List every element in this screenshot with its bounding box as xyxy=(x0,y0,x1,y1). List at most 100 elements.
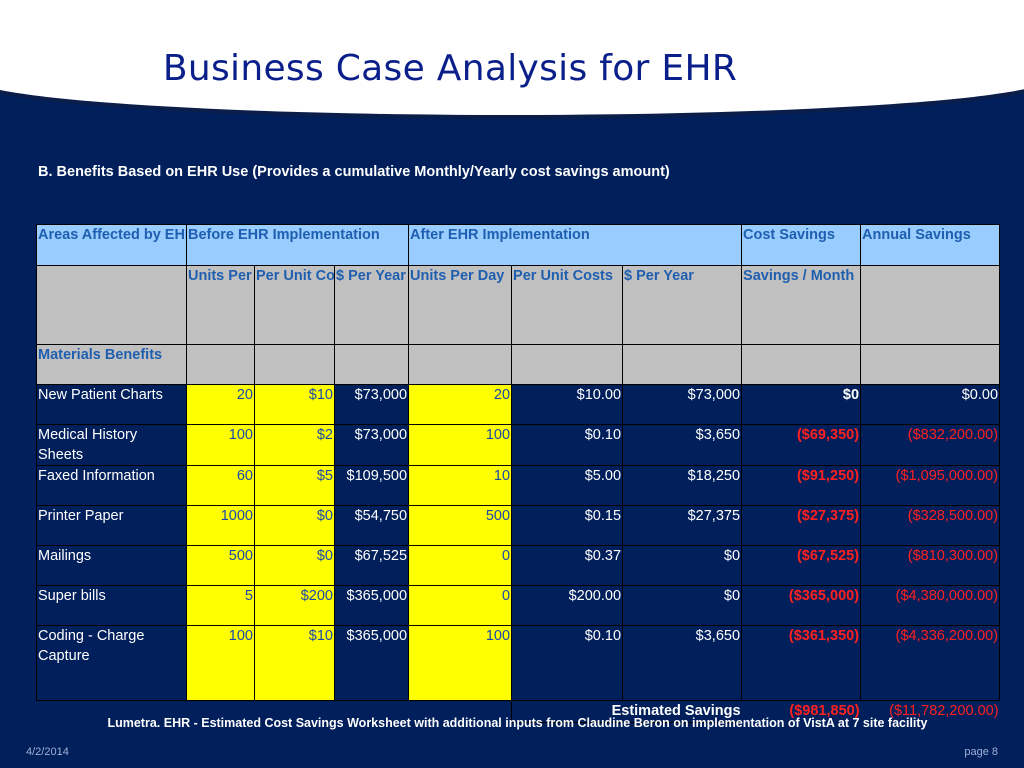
total-row: Estimated Savings ($981,850) ($11,782,20… xyxy=(36,700,1000,723)
after-units-cell: 20 xyxy=(408,384,513,425)
table-row: New Patient Charts 20 $10 $73,000 20 $10… xyxy=(36,384,1001,425)
after-cost-cell: $0.15 xyxy=(511,505,624,546)
header-after-year: $ Per Year xyxy=(622,265,743,345)
header-after-cost: Per Unit Costs xyxy=(511,265,624,345)
after-units-cell: 0 xyxy=(408,585,513,626)
after-cost-cell: $5.00 xyxy=(511,465,624,506)
section-empty xyxy=(860,344,1001,385)
header-empty xyxy=(860,265,1001,345)
row-label: Mailings xyxy=(36,545,187,586)
before-units-cell: 500 xyxy=(186,545,255,586)
before-year-cell: $109,500 xyxy=(333,465,410,506)
annual-savings-cell: $0.00 xyxy=(860,384,1001,425)
savings-month-cell: ($67,525) xyxy=(741,545,862,586)
source-caption: Lumetra. EHR - Estimated Cost Savings Wo… xyxy=(107,716,928,730)
after-units-cell: 10 xyxy=(408,465,513,506)
after-cost-cell: $0.10 xyxy=(511,625,624,701)
after-units-cell: 100 xyxy=(408,424,513,466)
footer-page-number: page 8 xyxy=(964,746,998,758)
section-empty xyxy=(741,344,862,385)
after-year-cell: $0 xyxy=(622,585,743,626)
after-year-cell: $18,250 xyxy=(622,465,743,506)
section-empty xyxy=(254,344,335,385)
section-empty xyxy=(186,344,255,385)
row-label: Medical History Sheets xyxy=(36,424,187,466)
header-annual-savings: Annual Savings xyxy=(860,224,1001,266)
row-label: Coding - Charge Capture xyxy=(36,625,187,701)
savings-month-cell: ($91,250) xyxy=(741,465,862,506)
after-units-cell: 500 xyxy=(408,505,513,546)
before-cost-cell: $2 xyxy=(254,424,335,466)
annual-savings-cell: ($810,300.00) xyxy=(860,545,1001,586)
section-empty xyxy=(511,344,624,385)
after-year-cell: $73,000 xyxy=(622,384,743,425)
before-units-cell: 100 xyxy=(186,424,255,466)
table-row: Mailings 500 $0 $67,525 0 $0.37 $0 ($67,… xyxy=(36,545,1001,586)
table-row: Super bills 5 $200 $365,000 0 $200.00 $0… xyxy=(36,585,1001,626)
header-areas: Areas Affected by EHR xyxy=(36,224,187,266)
annual-savings-cell: ($328,500.00) xyxy=(860,505,1001,546)
title-band xyxy=(0,0,1024,115)
before-cost-cell: $0 xyxy=(254,505,335,546)
savings-month-cell: $0 xyxy=(741,384,862,425)
after-year-cell: $27,375 xyxy=(622,505,743,546)
estimated-savings-label: Estimated Savings xyxy=(511,700,742,723)
row-label: Faxed Information xyxy=(36,465,187,506)
before-year-cell: $73,000 xyxy=(333,384,410,425)
before-units-cell: 60 xyxy=(186,465,255,506)
after-cost-cell: $0.10 xyxy=(511,424,624,466)
before-year-cell: $365,000 xyxy=(333,625,410,701)
table-row: Medical History Sheets 100 $2 $73,000 10… xyxy=(36,424,1001,466)
annual-savings-cell: ($4,336,200.00) xyxy=(860,625,1001,701)
before-cost-cell: $10 xyxy=(254,384,335,425)
total-savings-month: ($981,850) xyxy=(741,700,861,723)
total-spacer xyxy=(36,700,512,723)
header-empty xyxy=(36,265,187,345)
annual-savings-cell: ($4,380,000.00) xyxy=(860,585,1001,626)
header-before-cost: Per Unit Costs xyxy=(254,265,335,345)
cost-savings-table: Areas Affected by EHR Before EHR Impleme… xyxy=(36,224,1001,723)
header-before-units: Units Per Day xyxy=(186,265,255,345)
total-annual-savings: ($11,782,200.00) xyxy=(860,700,1000,723)
after-units-cell: 0 xyxy=(408,545,513,586)
table-row: Faxed Information 60 $5 $109,500 10 $5.0… xyxy=(36,465,1001,506)
before-cost-cell: $0 xyxy=(254,545,335,586)
header-row-groups: Areas Affected by EHR Before EHR Impleme… xyxy=(36,224,1001,266)
section-subtitle: B. Benefits Based on EHR Use (Provides a… xyxy=(38,164,670,180)
row-label: New Patient Charts xyxy=(36,384,187,425)
savings-month-cell: ($27,375) xyxy=(741,505,862,546)
before-year-cell: $73,000 xyxy=(333,424,410,466)
header-before-year: $ Per Year xyxy=(333,265,410,345)
after-units-cell: 100 xyxy=(408,625,513,701)
table-row: Printer Paper 1000 $0 $54,750 500 $0.15 … xyxy=(36,505,1001,546)
before-units-cell: 20 xyxy=(186,384,255,425)
header-before: Before EHR Implementation xyxy=(185,224,410,266)
section-empty xyxy=(333,344,410,385)
page-title: Business Case Analysis for EHR xyxy=(162,48,738,89)
section-empty xyxy=(408,344,513,385)
annual-savings-cell: ($832,200.00) xyxy=(860,424,1001,466)
before-units-cell: 1000 xyxy=(186,505,255,546)
section-row: Materials Benefits xyxy=(36,344,1001,385)
before-cost-cell: $5 xyxy=(254,465,335,506)
savings-month-cell: ($361,350) xyxy=(741,625,862,701)
before-units-cell: 5 xyxy=(186,585,255,626)
header-after: After EHR Implementation xyxy=(408,224,743,266)
before-cost-cell: $200 xyxy=(254,585,335,626)
row-label: Super bills xyxy=(36,585,187,626)
before-year-cell: $67,525 xyxy=(333,545,410,586)
section-empty xyxy=(622,344,743,385)
after-cost-cell: $10.00 xyxy=(511,384,624,425)
row-label: Printer Paper xyxy=(36,505,187,546)
savings-month-cell: ($365,000) xyxy=(741,585,862,626)
header-cost-savings: Cost Savings xyxy=(741,224,862,266)
savings-month-cell: ($69,350) xyxy=(741,424,862,466)
header-savings-month: Savings / Month xyxy=(741,265,862,345)
table-row: Coding - Charge Capture 100 $10 $365,000… xyxy=(36,625,1001,701)
footer-date: 4/2/2014 xyxy=(26,746,69,758)
after-cost-cell: $0.37 xyxy=(511,545,624,586)
before-year-cell: $54,750 xyxy=(333,505,410,546)
header-row-columns: Units Per Day Per Unit Costs $ Per Year … xyxy=(36,265,1001,345)
annual-savings-cell: ($1,095,000.00) xyxy=(860,465,1001,506)
after-year-cell: $3,650 xyxy=(622,424,743,466)
